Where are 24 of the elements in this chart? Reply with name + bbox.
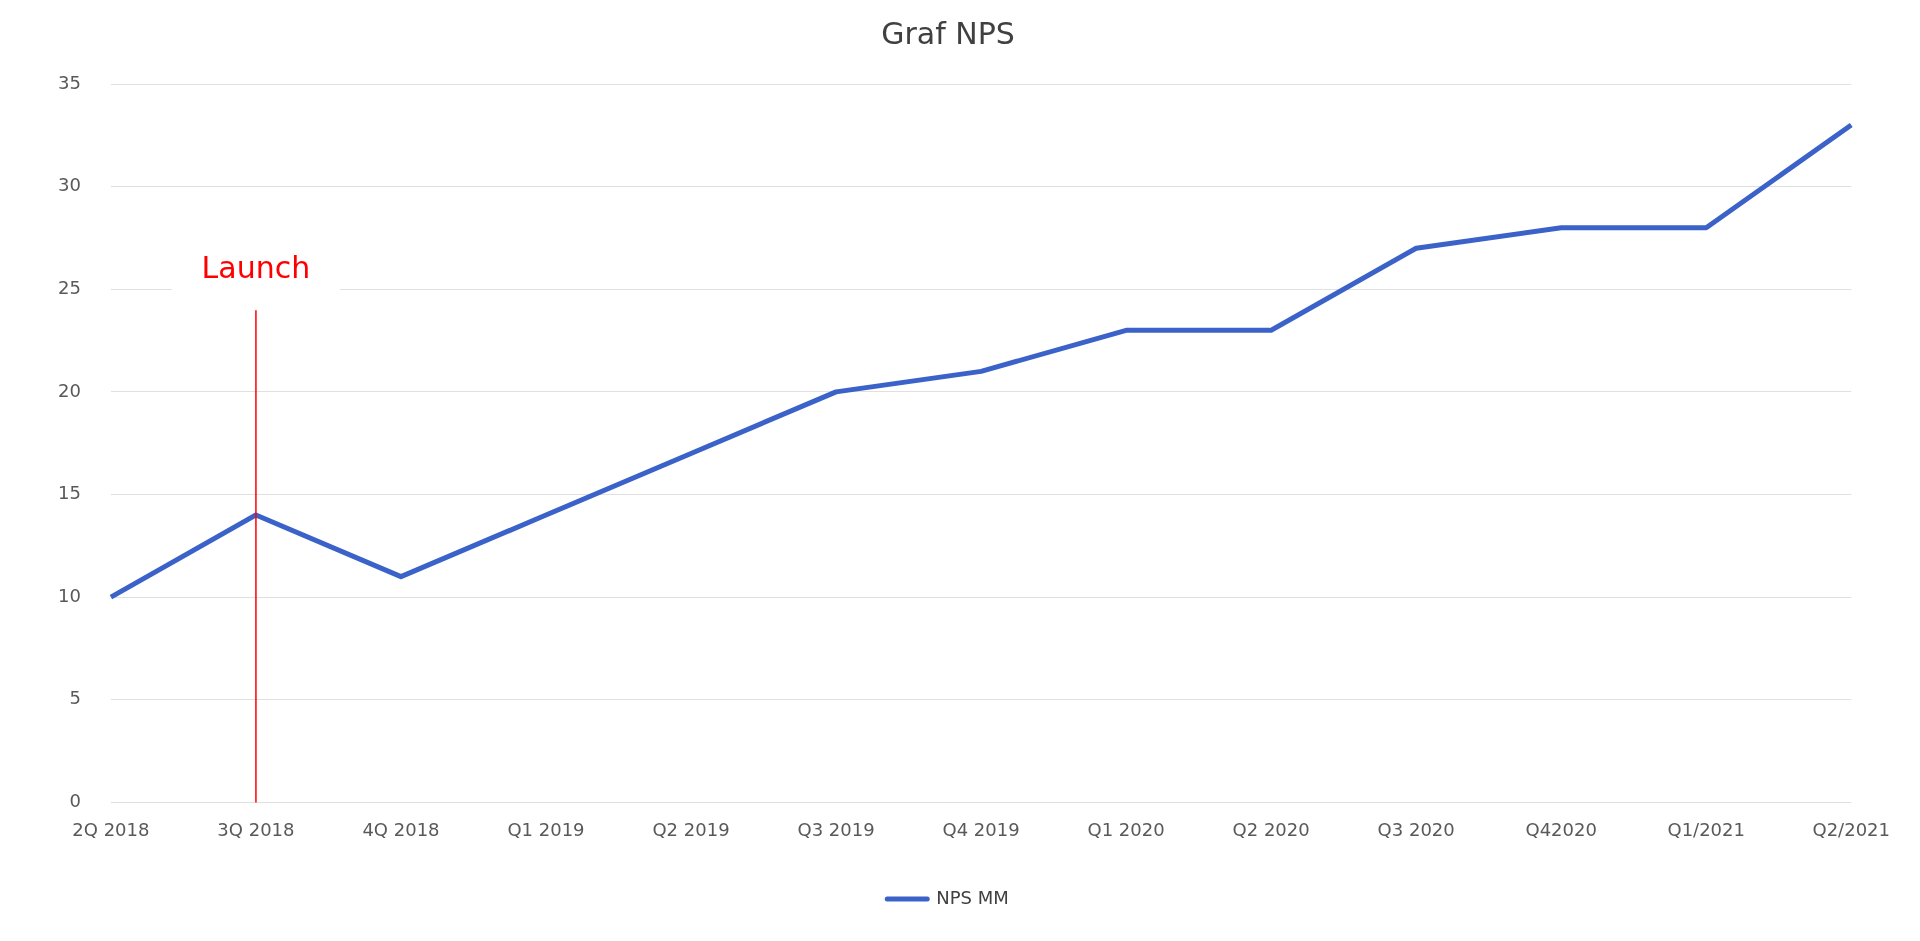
x-tick-label: 2Q 2018	[72, 818, 150, 840]
y-tick-label: 25	[58, 276, 81, 298]
y-tick-label: 15	[58, 482, 81, 504]
y-tick-label: 20	[58, 379, 81, 401]
y-tick-label: 5	[69, 687, 81, 709]
x-tick-label: Q3 2020	[1377, 818, 1455, 840]
ref-line-label: Launch	[201, 249, 311, 285]
y-tick-label: 10	[58, 584, 81, 606]
chart-title: Graf NPS	[881, 15, 1015, 51]
x-tick-label: Q2/2021	[1812, 818, 1890, 840]
x-tick-label: Q2 2019	[652, 818, 730, 840]
y-tick-label: 0	[69, 790, 81, 812]
x-tick-label: Q4 2019	[942, 818, 1020, 840]
y-tick-label: 35	[58, 71, 81, 93]
x-tick-label: Q1 2019	[507, 818, 585, 840]
legend-label: NPS MM	[936, 886, 1009, 908]
x-tick-label: Q42020	[1525, 818, 1597, 840]
x-tick-label: 3Q 2018	[217, 818, 295, 840]
y-tick-label: 30	[58, 174, 81, 196]
x-tick-label: 4Q 2018	[362, 818, 440, 840]
x-tick-label: Q3 2019	[797, 818, 875, 840]
x-tick-label: Q1 2020	[1087, 818, 1165, 840]
x-tick-label: Q2 2020	[1232, 818, 1310, 840]
x-tick-label: Q1/2021	[1667, 818, 1745, 840]
